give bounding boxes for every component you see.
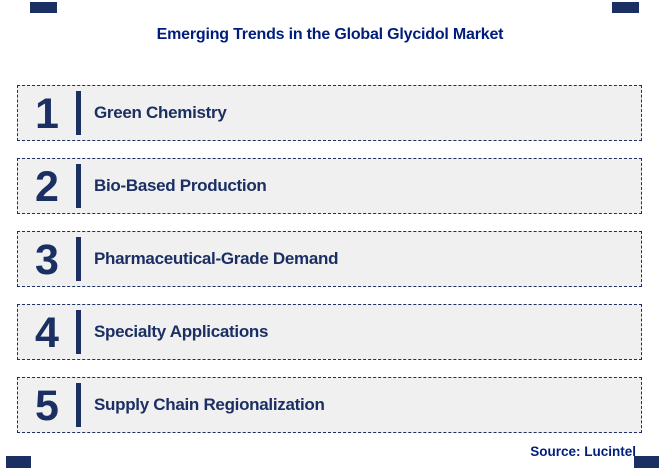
trend-number: 2: [35, 162, 59, 211]
source-credit: Source: Lucintel: [530, 444, 636, 459]
corner-accent-top-left-icon: [30, 2, 57, 13]
trend-label: Specialty Applications: [94, 322, 269, 341]
trend-row: 2 Bio-Based Production: [17, 158, 642, 214]
trend-number: 4: [35, 308, 59, 357]
trend-label: Supply Chain Regionalization: [94, 395, 325, 414]
trend-label: Bio-Based Production: [94, 176, 267, 195]
trend-number: 3: [35, 235, 59, 284]
trend-row: 5 Supply Chain Regionalization: [17, 377, 642, 433]
trend-label: Pharmaceutical-Grade Demand: [94, 249, 339, 268]
trend-row: 1 Green Chemistry: [17, 85, 642, 141]
trend-label: Green Chemistry: [94, 103, 227, 122]
trend-row: 4 Specialty Applications: [17, 304, 642, 360]
corner-accent-top-right-icon: [612, 2, 639, 13]
trend-divider: [76, 310, 81, 354]
trend-row: 3 Pharmaceutical-Grade Demand: [17, 231, 642, 287]
page-title: Emerging Trends in the Global Glycidol M…: [156, 26, 504, 43]
corner-accent-bottom-left-icon: [6, 456, 31, 468]
trend-divider: [76, 164, 81, 208]
trend-number: 5: [35, 381, 59, 430]
trend-divider: [76, 383, 81, 427]
trend-divider: [76, 237, 81, 281]
corner-accent-bottom-right-icon: [634, 456, 659, 468]
trend-number: 1: [35, 89, 59, 138]
trend-divider: [76, 91, 81, 135]
